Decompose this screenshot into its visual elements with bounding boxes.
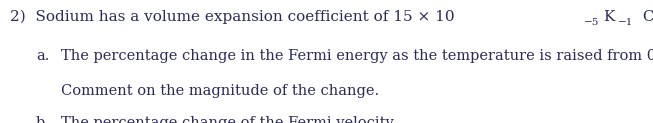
Text: Calculate:: Calculate:	[638, 10, 653, 24]
Text: Comment on the magnitude of the change.: Comment on the magnitude of the change.	[61, 84, 379, 98]
Text: −1: −1	[618, 18, 633, 27]
Text: a.: a.	[36, 49, 49, 63]
Text: The percentage change in the Fermi energy as the temperature is raised from 0K t: The percentage change in the Fermi energ…	[61, 49, 653, 63]
Text: The percentage change of the Fermi velocity.: The percentage change of the Fermi veloc…	[61, 116, 396, 123]
Text: K: K	[603, 10, 614, 24]
Text: b.: b.	[36, 116, 50, 123]
Text: −5: −5	[584, 18, 599, 27]
Text: 2)  Sodium has a volume expansion coefficient of 15 × 10: 2) Sodium has a volume expansion coeffic…	[10, 10, 454, 24]
